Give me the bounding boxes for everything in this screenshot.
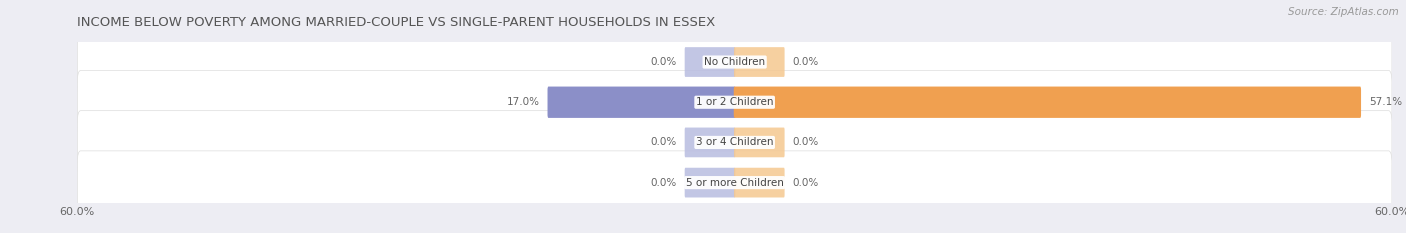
FancyBboxPatch shape: [685, 127, 735, 157]
FancyBboxPatch shape: [685, 168, 735, 198]
FancyBboxPatch shape: [685, 47, 735, 77]
FancyBboxPatch shape: [734, 47, 785, 77]
FancyBboxPatch shape: [77, 30, 1392, 94]
FancyBboxPatch shape: [77, 70, 1392, 134]
FancyBboxPatch shape: [734, 168, 785, 198]
Text: 0.0%: 0.0%: [793, 57, 818, 67]
Text: 3 or 4 Children: 3 or 4 Children: [696, 137, 773, 147]
Text: 0.0%: 0.0%: [651, 57, 676, 67]
FancyBboxPatch shape: [77, 151, 1392, 214]
FancyBboxPatch shape: [547, 86, 735, 118]
FancyBboxPatch shape: [734, 127, 785, 157]
Text: 1 or 2 Children: 1 or 2 Children: [696, 97, 773, 107]
Text: 0.0%: 0.0%: [793, 178, 818, 188]
FancyBboxPatch shape: [734, 86, 1361, 118]
Text: 17.0%: 17.0%: [506, 97, 540, 107]
Text: 0.0%: 0.0%: [793, 137, 818, 147]
Text: INCOME BELOW POVERTY AMONG MARRIED-COUPLE VS SINGLE-PARENT HOUSEHOLDS IN ESSEX: INCOME BELOW POVERTY AMONG MARRIED-COUPL…: [77, 16, 716, 29]
Text: No Children: No Children: [704, 57, 765, 67]
Text: 0.0%: 0.0%: [651, 137, 676, 147]
Text: Source: ZipAtlas.com: Source: ZipAtlas.com: [1288, 7, 1399, 17]
FancyBboxPatch shape: [77, 111, 1392, 174]
Text: 0.0%: 0.0%: [651, 178, 676, 188]
Text: 5 or more Children: 5 or more Children: [686, 178, 783, 188]
Text: 57.1%: 57.1%: [1369, 97, 1402, 107]
